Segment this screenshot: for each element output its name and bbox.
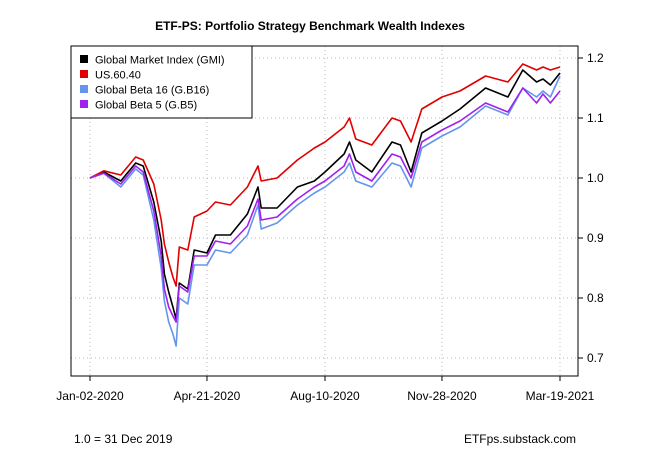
y-tick-label: 1.0 [587,171,604,185]
legend: Global Market Index (GMI) US.60.40 Global … [70,45,253,119]
x-axis: Jan-02-2020 Apr-21-2020 Aug-10-2020 Nov-28-… [56,376,595,403]
chart-title: ETF-PS: Portfolio Strategy Benchmark Wea… [155,19,465,33]
legend-box [70,45,253,119]
x-tick-label: Aug-10-2020 [290,389,360,403]
legend-label: Global Beta 5 (G.B5) [95,100,197,112]
legend-label: Global Market Index (GMI) [95,55,225,67]
x-tick-label: Mar-19-2021 [526,389,595,403]
legend-label: Global Beta 16 (G.B16) [95,85,209,97]
legend-swatch [80,85,88,93]
y-tick-label: 1.1 [587,111,604,125]
legend-swatch [80,100,88,108]
footer-source: ETFps.substack.com [464,432,576,446]
series-line-global-beta-16-g-b16 [89,75,561,347]
y-tick-label: 0.7 [587,351,604,365]
y-tick-label: 1.2 [587,51,604,65]
y-axis: 0.7 0.8 0.9 1.0 1.1 1.2 [578,51,604,365]
series-line-global-market-index-gmi [89,69,561,320]
legend-label: US.60.40 [95,70,141,82]
series-line-global-beta-5-g-b5 [89,87,561,323]
y-tick-label: 0.8 [587,291,604,305]
x-tick-label: Apr-21-2020 [174,389,241,403]
y-tick-label: 0.9 [587,231,604,245]
series-line-us-60-40 [89,63,561,287]
x-tick-label: Jan-02-2020 [56,389,124,403]
legend-swatch [80,55,88,63]
series-layer [89,63,561,347]
x-tick-label: Nov-28-2020 [407,389,477,403]
footer-baseline-note: 1.0 = 31 Dec 2019 [74,432,173,446]
legend-swatch [80,70,88,78]
